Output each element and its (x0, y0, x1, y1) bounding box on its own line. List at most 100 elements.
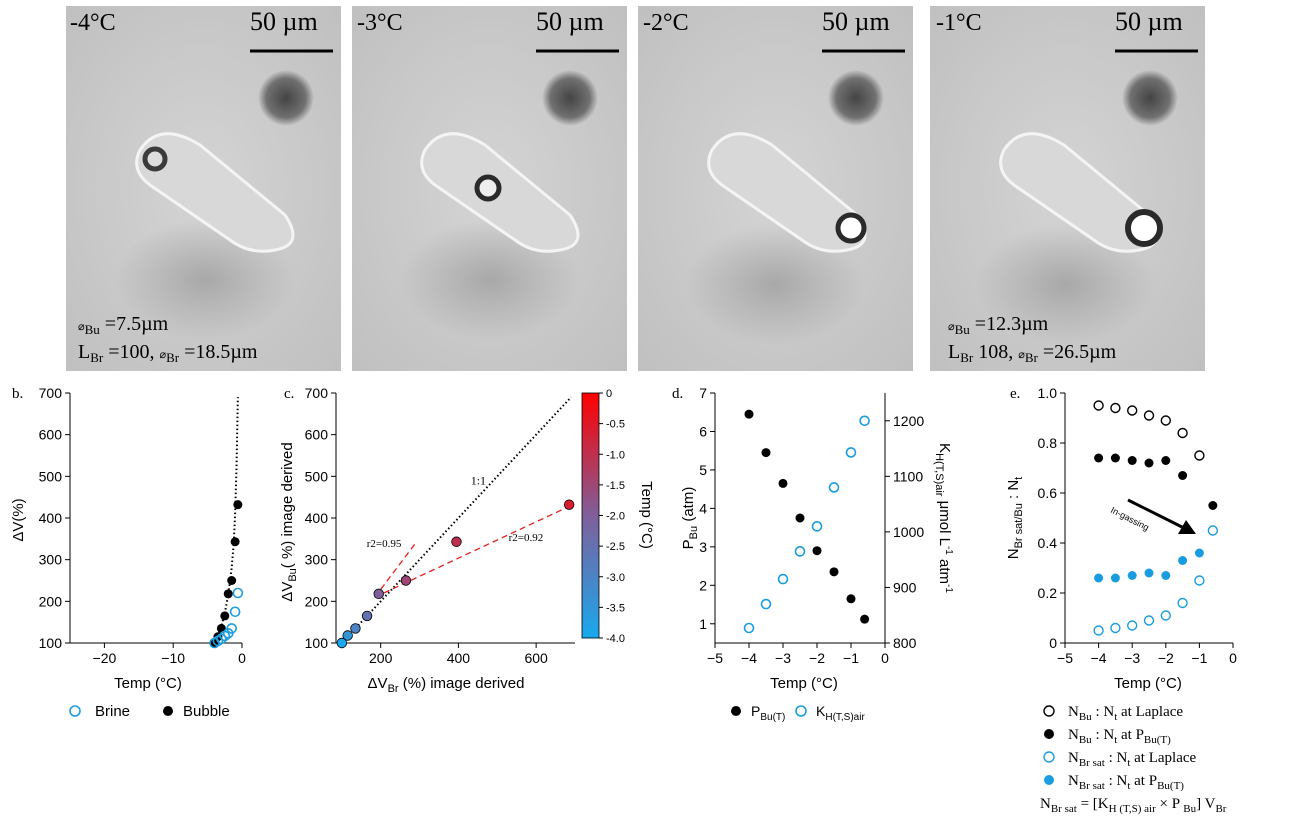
y-right-tick-label: 1000 (893, 524, 924, 540)
x-tick-label: −3 (775, 650, 791, 666)
colorbar-tick-label: -1.0 (606, 449, 625, 461)
legend: Brine Bubble (69, 703, 230, 720)
legend-pbu-label: PBu(T) (751, 703, 785, 723)
axes: 200 400 600 100 200 300 400 500 600 700 (305, 385, 575, 666)
x-tick-label: −4 (741, 650, 757, 666)
y-tick-label: 1.0 (1038, 385, 1058, 401)
data-point (1110, 402, 1121, 414)
legend-marker-2 (1044, 729, 1054, 739)
micrograph-minus-3: -3°C 50 µm (352, 6, 627, 371)
legend-label-3: NBr sat : Nt at Laplace (1068, 750, 1197, 769)
y-right-tick-label: 1200 (893, 413, 924, 429)
x-axis-label: ΔVBr (%) image derived (368, 675, 525, 695)
axes: −5 −4 −3 −2 −1 0 0 0.2 0.4 0.6 0.8 1.0 (1038, 385, 1238, 666)
x-tick-label: 0 (238, 650, 246, 666)
x-tick-label: 200 (369, 650, 393, 666)
brine-point (226, 623, 237, 634)
data-point (1208, 501, 1218, 510)
data-point (1160, 610, 1172, 621)
fit-label: r2=0.95 (367, 538, 402, 550)
legend-label-1: NBu : Nt at Laplace (1068, 704, 1183, 723)
x-tick-label: −4 (1091, 650, 1107, 666)
colorbar-tick-label: -0.5 (606, 419, 625, 431)
legend: PBu(T) KH(T,S)air (731, 703, 865, 723)
y-tick-label: 0 (1049, 635, 1057, 651)
y-tick-label: 400 (39, 510, 63, 526)
colorbar-tick-label: -1.5 (606, 480, 625, 492)
y-tick-label: 0.8 (1038, 435, 1058, 451)
x-tick-label: 0 (1229, 650, 1237, 666)
data-point (761, 448, 771, 458)
bubble-point (230, 537, 240, 547)
data-point (373, 588, 384, 600)
fit-label: r2=0.92 (509, 532, 544, 544)
legend-marker-3 (1043, 751, 1055, 763)
data-point (1177, 427, 1188, 439)
y-right-tick-label: 800 (893, 635, 917, 651)
x-tick-label: 400 (447, 650, 471, 666)
y-tick-label: 0.2 (1038, 585, 1058, 601)
data-point (743, 622, 755, 634)
formula: NBr sat = [KH (T,S) air × P Bu] VBr (1040, 796, 1227, 815)
data-points (743, 409, 870, 634)
x-tick-label: 0 (881, 650, 889, 666)
legend-brine-label: Brine (95, 703, 130, 720)
x-tick-label: −3 (1124, 650, 1140, 666)
x-tick-label: −1 (1191, 650, 1207, 666)
bubble-point (220, 611, 230, 621)
y-tick-label: 0.6 (1038, 485, 1058, 501)
data-point (336, 637, 348, 649)
bubble-point (223, 589, 233, 599)
legend-marker-1 (1043, 705, 1055, 717)
y-tick-label: 2 (699, 577, 707, 593)
data-point (812, 546, 822, 556)
y-tick-label: 300 (39, 552, 63, 568)
bubble (142, 146, 168, 172)
bubble-point (233, 500, 243, 510)
data-point (1194, 450, 1205, 461)
colorbar-tick-label: -3.0 (606, 572, 625, 584)
fit-line (374, 504, 572, 598)
data-point (1126, 620, 1138, 631)
y-tick-label: 1 (699, 616, 707, 632)
y-right-tick-label: 1100 (893, 468, 923, 484)
data-point (342, 630, 353, 641)
data-point (1143, 615, 1155, 626)
x-axis-label: Temp (°C) (1114, 675, 1182, 692)
chart-panel-c: c. 200 400 600 100 200 300 400 500 600 700 1:1 r2=… (279, 385, 655, 695)
x-tick-label: −1 (843, 650, 859, 666)
legend-kh-label: KH(T,S)air (816, 703, 865, 723)
fit-line (374, 542, 417, 598)
data-point (794, 546, 806, 557)
y-tick-label: 400 (305, 510, 329, 526)
data-points (209, 500, 244, 649)
x-axis-label: Temp (°C) (770, 675, 838, 692)
y-axis-right-label: KH(T,S)air μmol L-1 atm-1 (933, 443, 954, 593)
x-tick-label: −20 (93, 650, 117, 666)
temp-label: -3°C (357, 10, 403, 36)
data-point (1161, 456, 1171, 465)
data-point (1207, 525, 1219, 536)
chart-panel-e: e. −5 −4 −3 −2 −1 0 0 0.2 0.4 0.6 0.8 1.0 In-gassin… (1005, 385, 1237, 815)
data-point (829, 567, 839, 577)
data-point (811, 521, 823, 532)
x-tick-label: 600 (524, 650, 548, 666)
bubble-diameter-label: ⌀Bu =12.3µm (948, 313, 1049, 337)
fit-line (212, 397, 239, 644)
scale-label: 50 µm (822, 7, 890, 36)
data-point (1094, 573, 1104, 583)
chart-panel-d: d. −5 −4 −3 −2 −1 01234567800900100011001200 … (672, 385, 954, 723)
scale-label: 50 µm (250, 7, 318, 36)
x-tick-label: −2 (809, 650, 825, 666)
colorbar-tick-label: 0 (606, 388, 612, 400)
y-tick-label: 300 (305, 552, 329, 568)
arrow-shaft (1127, 498, 1185, 530)
data-point (1194, 575, 1205, 586)
chart-panel-b: b. −20 −10 0 100 200 300 400 500 600 700 Temp (°C… (10, 385, 246, 720)
bubble-point (216, 623, 226, 633)
legend: NBu : Nt at Laplace NBu : Nt at PBu(T) N… (1040, 704, 1227, 815)
y-axis-label: ΔV(%) (10, 498, 27, 541)
y-tick-label: 600 (39, 427, 63, 443)
axes: −20 −10 0 100 200 300 400 500 600 700 (39, 385, 246, 666)
